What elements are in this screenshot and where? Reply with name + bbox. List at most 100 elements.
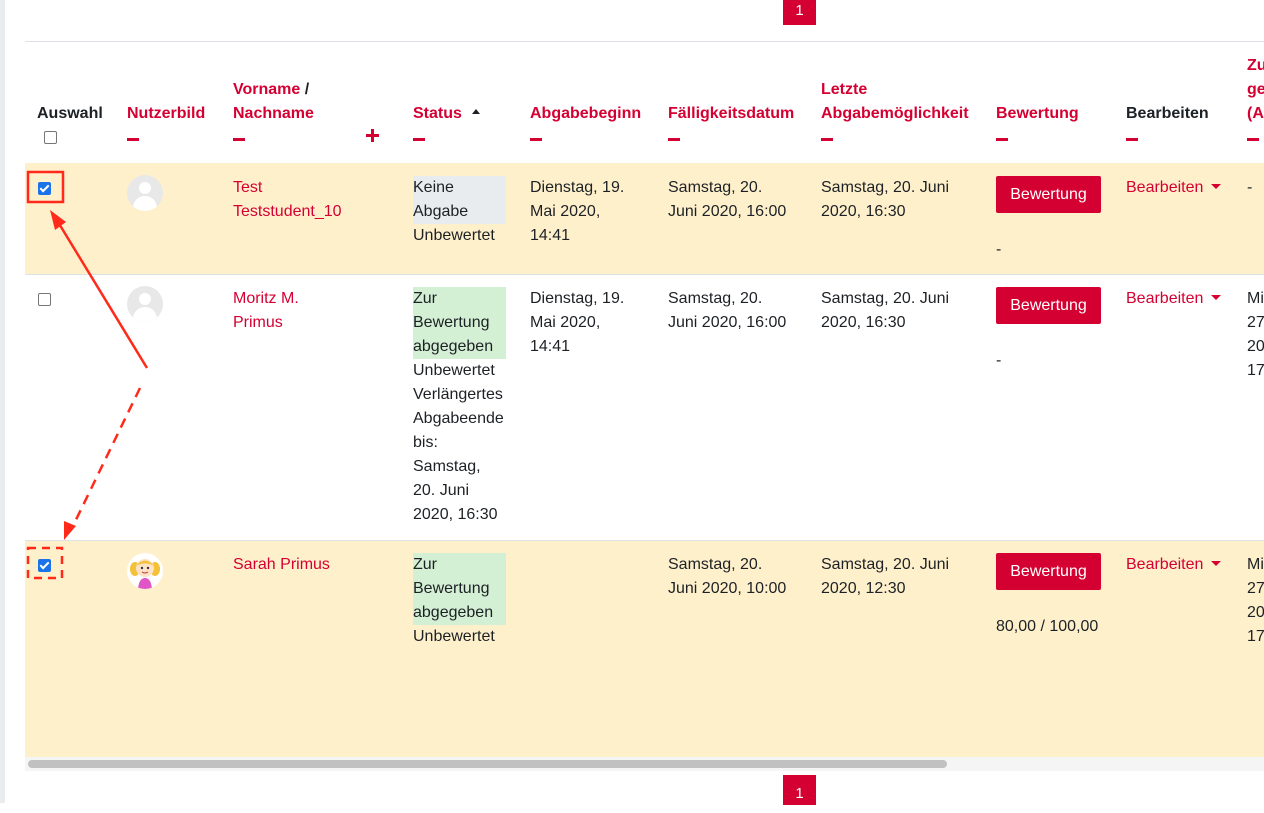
edit-dropdown-label[interactable]: Bearbeiten	[1126, 290, 1204, 307]
due-date: Samstag, 20. Juni 2020, 16:00	[668, 176, 786, 224]
grade-value: -	[996, 352, 1002, 369]
user-name-line[interactable]: Test	[233, 179, 263, 196]
horizontal-scrollbar[interactable]	[28, 760, 947, 768]
due-line: Samstag, 20.	[668, 290, 763, 307]
user-name-link[interactable]: Sarah Primus	[233, 556, 330, 573]
edit-dropdown-label[interactable]: Bearbeiten	[1126, 179, 1204, 196]
grade-button[interactable]: Bewertung	[996, 287, 1101, 324]
due-line: Samstag, 20.	[668, 179, 763, 196]
due-date: Samstag, 20. Juni 2020, 10:00	[668, 553, 786, 601]
chevron-down-icon[interactable]	[1211, 184, 1222, 189]
header-next-label-1[interactable]: Zu	[1247, 57, 1264, 74]
header-edit: Bearbeiten	[1126, 102, 1209, 141]
avatar	[127, 286, 163, 322]
grade-button[interactable]: Bewertung	[996, 553, 1101, 590]
select-all-checkbox[interactable]	[44, 131, 57, 144]
header-name: Vorname / Nachname	[233, 78, 314, 141]
cutoff-line: 2020, 16:30	[821, 314, 906, 331]
header-grade[interactable]: Bewertung	[996, 102, 1079, 141]
collapse-column-icon[interactable]	[413, 138, 425, 141]
due-line: Juni 2020, 16:00	[668, 314, 787, 331]
collapse-column-icon[interactable]	[668, 138, 680, 141]
status-badge: Zur Bewertung abgegeben	[413, 287, 506, 359]
header-due-label[interactable]: Fälligkeitsdatum	[668, 105, 795, 122]
grade-button[interactable]: Bewertung	[996, 176, 1101, 213]
header-last-label-1[interactable]: Letzte	[821, 81, 868, 98]
avatar	[127, 175, 163, 211]
status-line: Zur	[413, 290, 437, 307]
header-status[interactable]: Status	[413, 102, 481, 141]
header-due[interactable]: Fälligkeitsdatum	[668, 102, 794, 141]
grading-status: Unbewertet	[413, 227, 495, 244]
cutoff-line: Samstag, 20. Juni	[821, 179, 950, 196]
collapse-column-icon[interactable]	[530, 138, 542, 141]
user-name-link[interactable]: Test Teststudent_10	[233, 176, 342, 224]
start-line: 14:41	[530, 227, 571, 244]
sort-firstname-link[interactable]: Vorname	[233, 81, 301, 98]
expand-column-plus-icon[interactable]	[366, 129, 379, 142]
pagination-current-page-bottom[interactable]: 1	[783, 775, 816, 805]
table-row: Test Teststudent_10 Keine Abgabe Unbewer…	[25, 163, 1264, 275]
modified-line: 17	[1247, 362, 1264, 379]
pagination-current-page-top[interactable]: 1	[783, 0, 816, 25]
edit-dropdown[interactable]: Bearbeiten	[1126, 176, 1222, 200]
cutoff-line: Samstag, 20. Juni	[821, 290, 950, 307]
status-cell: Zur Bewertung abgegeben Unbewertet Verlä…	[413, 287, 506, 527]
collapse-column-icon[interactable]	[127, 138, 139, 141]
cutoff-date: Samstag, 20. Juni 2020, 16:30	[821, 287, 949, 335]
header-last[interactable]: Letzte Abgabemöglichkeit	[821, 78, 969, 141]
header-next-label-3[interactable]: (A	[1247, 105, 1264, 122]
cutoff-date: Samstag, 20. Juni 2020, 16:30	[821, 176, 949, 224]
status-line: Bewertung	[413, 580, 490, 597]
avatar	[127, 553, 163, 589]
user-name-line[interactable]: Primus	[233, 314, 283, 331]
edit-dropdown[interactable]: Bearbeiten	[1126, 553, 1222, 577]
status-cell: Zur Bewertung abgegeben Unbewertet	[413, 553, 506, 649]
extension-line: 20. Juni	[413, 482, 470, 499]
header-next[interactable]: Zu ge (A	[1247, 54, 1264, 141]
status-line: abgegeben	[413, 604, 494, 621]
start-line: Dienstag, 19.	[530, 290, 625, 307]
cartoon-girl-icon	[130, 559, 160, 589]
chevron-down-icon[interactable]	[1211, 295, 1222, 300]
header-picture-label[interactable]: Nutzerbild	[127, 105, 206, 122]
divider	[25, 41, 1264, 42]
submissions-table: Auswahl Nutzerbild Vorname / Nachname St…	[25, 42, 1264, 760]
collapse-column-icon[interactable]	[233, 138, 245, 141]
header-select-label: Auswahl	[37, 105, 103, 122]
grading-status: Unbewertet	[413, 362, 495, 379]
header-grade-label[interactable]: Bewertung	[996, 105, 1079, 122]
header-edit-label: Bearbeiten	[1126, 105, 1209, 122]
chevron-down-icon[interactable]	[1211, 561, 1222, 566]
header-start-label[interactable]: Abgabebeginn	[530, 105, 642, 122]
due-line: Juni 2020, 16:00	[668, 203, 787, 220]
header-start[interactable]: Abgabebeginn	[530, 102, 641, 141]
user-name-link[interactable]: Moritz M. Primus	[233, 287, 299, 335]
collapse-column-icon[interactable]	[1247, 138, 1259, 141]
due-line: Juni 2020, 10:00	[668, 580, 787, 597]
grade-value: 80,00 / 100,00	[996, 618, 1099, 635]
grade-value: -	[996, 241, 1002, 258]
extension-line: bis:	[413, 434, 438, 451]
header-next-label-2[interactable]: ge	[1247, 81, 1264, 98]
row-select-checkbox[interactable]	[38, 559, 51, 572]
collapse-column-icon[interactable]	[1126, 138, 1138, 141]
header-select: Auswahl	[37, 102, 103, 126]
sort-lastname-link[interactable]: Nachname	[233, 105, 314, 122]
header-picture[interactable]: Nutzerbild	[127, 102, 205, 141]
extension-line: 2020, 16:30	[413, 506, 498, 523]
extension-line: Abgabeende	[413, 410, 504, 427]
collapse-column-icon[interactable]	[821, 138, 833, 141]
edit-dropdown[interactable]: Bearbeiten	[1126, 287, 1222, 311]
user-name-line[interactable]: Teststudent_10	[233, 203, 342, 220]
user-name-line[interactable]: Moritz M.	[233, 290, 299, 307]
status-cell: Keine Abgabe Unbewertet	[413, 176, 506, 248]
collapse-column-icon[interactable]	[996, 138, 1008, 141]
cutoff-date: Samstag, 20. Juni 2020, 12:30	[821, 553, 949, 601]
due-date: Samstag, 20. Juni 2020, 16:00	[668, 287, 786, 335]
row-select-checkbox[interactable]	[38, 293, 51, 306]
edit-dropdown-label[interactable]: Bearbeiten	[1126, 556, 1204, 573]
header-last-label-2[interactable]: Abgabemöglichkeit	[821, 105, 969, 122]
row-select-checkbox[interactable]	[38, 182, 51, 195]
header-status-label[interactable]: Status	[413, 105, 462, 122]
